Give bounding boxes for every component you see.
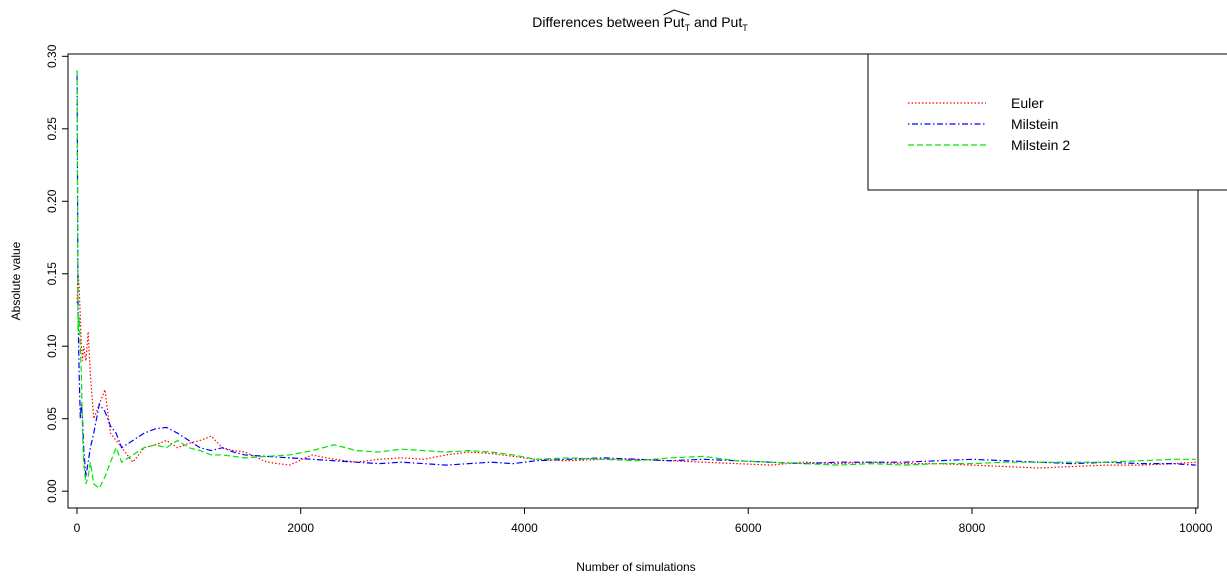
- x-tick-label: 10000: [1179, 521, 1213, 535]
- series-line: [76, 273, 1196, 469]
- title-subscript: T: [742, 23, 748, 33]
- y-tick-label: 0.20: [45, 189, 59, 213]
- y-axis-label: Absolute value: [9, 241, 23, 320]
- x-tick-label: 2000: [287, 521, 314, 535]
- series-line: [76, 70, 1196, 490]
- x-tick-label: 8000: [959, 521, 986, 535]
- legend-label: Milstein 2: [1011, 137, 1070, 153]
- x-tick-label: 0: [74, 521, 81, 535]
- y-tick-label: 0.25: [45, 117, 59, 141]
- y-tick-label: 0.15: [45, 262, 59, 286]
- x-axis-label: Number of simulations: [576, 560, 695, 574]
- legend-label: Euler: [1011, 95, 1044, 111]
- title-part: and: [690, 14, 721, 30]
- chart-title: Differences between PutT and PutT: [532, 14, 748, 33]
- y-tick-label: 0.10: [45, 334, 59, 358]
- title-part: Differences between: [532, 14, 663, 30]
- x-tick-label: 4000: [511, 521, 538, 535]
- y-tick-label: 0.00: [45, 479, 59, 503]
- plot-frame: [67, 53, 1199, 509]
- legend-box: [867, 53, 1227, 191]
- y-tick-label: 0.30: [45, 44, 59, 68]
- title-subscript: T: [685, 23, 691, 33]
- title-part: Put: [721, 14, 742, 30]
- title-part: Put: [664, 14, 685, 30]
- x-tick-label: 6000: [735, 521, 762, 535]
- y-tick-label: 0.05: [45, 407, 59, 431]
- legend-label: Milstein: [1011, 116, 1058, 132]
- title-hat: [663, 9, 690, 16]
